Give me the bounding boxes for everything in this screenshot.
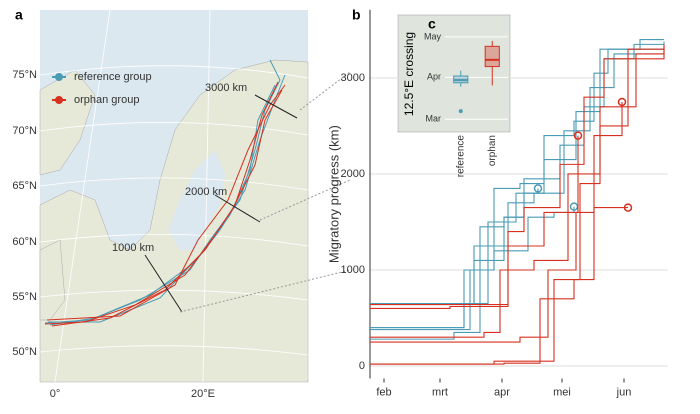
map-panel: [39, 9, 309, 383]
lat-label: 55°N: [12, 291, 37, 303]
x-tick-label: apr: [494, 386, 510, 398]
panel-label: b: [352, 7, 361, 23]
y-tick-label: 0: [359, 360, 365, 372]
lat-label: 70°N: [12, 125, 37, 137]
end-marker: [623, 203, 633, 212]
box: [484, 45, 500, 68]
graticule: [39, 9, 309, 383]
step-line: [370, 47, 665, 338]
x-tick-label: feb: [376, 386, 391, 398]
y-tick-label: 1000: [341, 264, 365, 276]
baltic-sea: [168, 150, 225, 250]
land: [39, 239, 66, 321]
y-axis-title: 12.5°E crossing: [402, 32, 416, 116]
x-tick-label: orphan: [487, 135, 498, 166]
end-marker: [533, 184, 543, 193]
step-line: [370, 39, 664, 329]
inset-background: [397, 14, 511, 133]
y-tick-label: 2000: [341, 168, 365, 180]
x-tick-label: mei: [553, 386, 571, 398]
tracks: [44, 59, 286, 327]
panel-label: a: [15, 7, 23, 23]
legend-marker: [55, 96, 63, 104]
step-line: [370, 207, 628, 365]
connectors: [179, 71, 351, 313]
lat-label: 75°N: [12, 69, 37, 81]
annotation: 2000 km: [185, 186, 227, 198]
step-line: [370, 44, 665, 365]
x-tick-label: jun: [616, 386, 632, 398]
y-tick-label: Mar: [426, 114, 442, 124]
legend-label: reference group: [74, 71, 152, 83]
land: [39, 69, 96, 176]
y-tick-label: May: [424, 31, 442, 41]
lat-label: 50°N: [12, 346, 37, 358]
lat-label: 65°N: [12, 180, 37, 192]
y-tick-label: 3000: [341, 72, 365, 84]
y-axis-title: Migratory progress (km): [326, 125, 341, 263]
step-line: [370, 135, 579, 309]
lat-label: 60°N: [12, 236, 37, 248]
annotation: 1000 km: [112, 242, 154, 254]
outlier: [458, 109, 463, 114]
legend-label: orphan group: [74, 94, 139, 106]
y-tick-label: Apr: [427, 72, 441, 82]
end-marker: [573, 131, 583, 140]
x-tick-label: reference: [455, 135, 466, 178]
distance-lines: [144, 94, 298, 313]
step-line: [370, 206, 575, 329]
lon-label: 0°: [50, 388, 61, 400]
panel-label: c: [428, 16, 436, 32]
end-marker: [617, 97, 627, 107]
legend-marker: [55, 73, 63, 81]
annotation: 3000 km: [205, 82, 247, 94]
step-line: [370, 188, 539, 305]
lon-label: 20°E: [191, 388, 215, 400]
step-line: [370, 101, 623, 343]
x-tick-label: mrt: [432, 386, 448, 398]
